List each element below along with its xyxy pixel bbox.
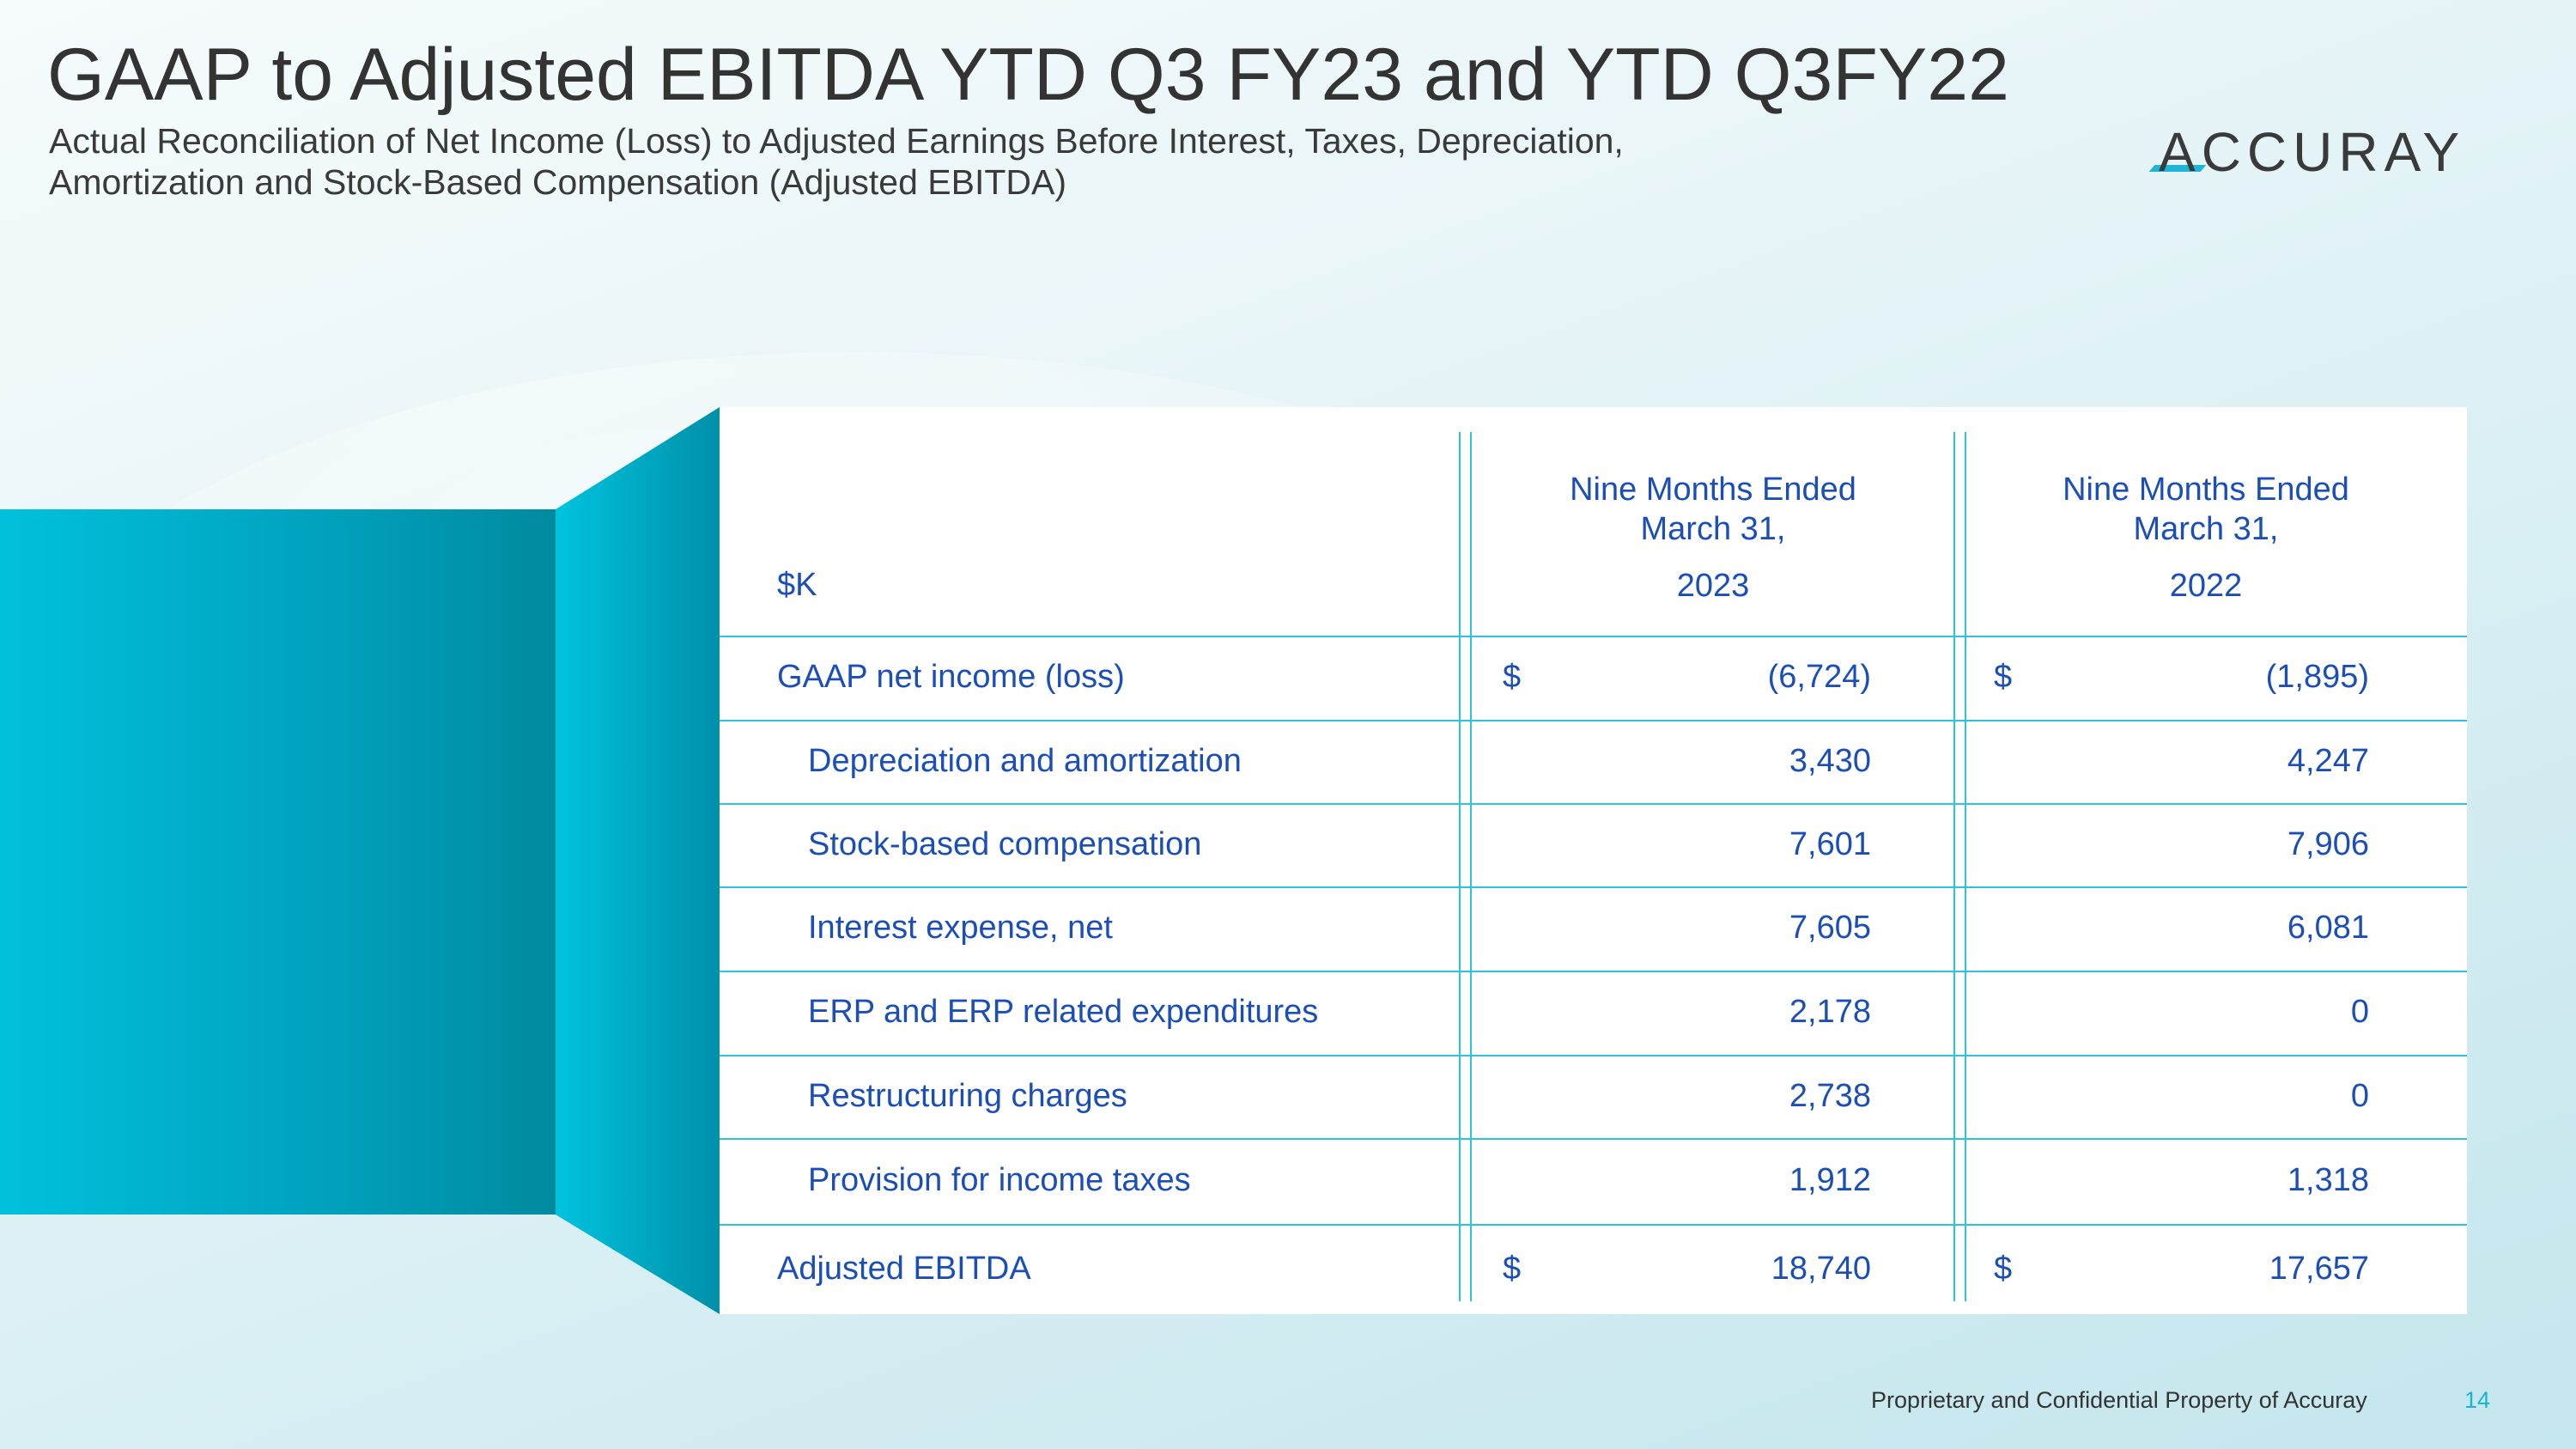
logo-text: ACCURAY [2159, 121, 2466, 183]
row-divider [720, 636, 2467, 637]
page-title: GAAP to Adjusted EBITDA YTD Q3 FY23 and … [47, 33, 2009, 116]
value-2023: 18,740 [1771, 1250, 1871, 1287]
value-2023: 2,178 [1789, 994, 1871, 1030]
value-2022: 7,906 [2287, 825, 2369, 862]
column-divider [1459, 432, 1461, 1301]
accuray-logo: ACCURAY [2148, 120, 2478, 183]
row-label: Adjusted EBITDA [777, 1250, 1031, 1287]
currency-symbol: $ [1503, 1250, 1522, 1287]
subtitle-line-1: Actual Reconciliation of Net Income (Los… [49, 121, 1624, 161]
column-divider [1965, 432, 1966, 1301]
reconciliation-table: $K Nine Months Ended March 31, 2023 Nine… [720, 407, 2467, 1314]
value-2022: (1,895) [2265, 659, 2369, 695]
row-divider [720, 886, 2467, 888]
row-divider [720, 720, 2467, 721]
page-number: 14 [2464, 1387, 2491, 1413]
currency-symbol: $ [1994, 1250, 2013, 1287]
header-year: 2022 [2169, 568, 2243, 604]
column-header-2023: Nine Months Ended March 31, 2023 [1490, 470, 1936, 606]
header-line: March 31, [2133, 511, 2279, 547]
row-label: Depreciation and amortization [808, 742, 1242, 779]
decorative-trapezoid [556, 407, 720, 1314]
row-label: Restructuring charges [808, 1077, 1127, 1114]
currency-symbol: $ [1503, 659, 1522, 695]
row-divider [720, 803, 2467, 805]
subtitle-line-2: Amortization and Stock-Based Compensatio… [49, 162, 1066, 202]
row-divider [720, 971, 2467, 972]
value-2022: 0 [2350, 1077, 2369, 1114]
column-divider [1470, 432, 1472, 1301]
value-2022: 0 [2350, 994, 2369, 1030]
value-2022: 17,657 [2269, 1250, 2369, 1287]
column-divider [1953, 432, 1955, 1301]
value-2022: 1,318 [2287, 1162, 2369, 1198]
value-2023: 3,430 [1789, 742, 1871, 779]
currency-symbol: $ [1994, 659, 2013, 695]
row-divider [720, 1138, 2467, 1140]
value-2023: 1,912 [1789, 1162, 1871, 1198]
row-divider [720, 1055, 2467, 1056]
row-label: Stock-based compensation [808, 825, 1202, 862]
page-subtitle: Actual Reconciliation of Net Income (Los… [49, 120, 2024, 203]
row-label: Provision for income taxes [808, 1162, 1191, 1198]
row-label: Interest expense, net [808, 910, 1113, 946]
value-2022: 4,247 [2287, 742, 2369, 779]
row-divider [720, 1224, 2467, 1226]
header-line: Nine Months Ended [1570, 472, 1856, 508]
value-2023: 2,738 [1789, 1077, 1871, 1114]
decorative-teal-block [0, 509, 556, 1215]
value-2023: 7,601 [1789, 825, 1871, 862]
value-2023: 7,605 [1789, 910, 1871, 946]
value-2023: (6,724) [1767, 659, 1871, 695]
column-header-2022: Nine Months Ended March 31, 2022 [1983, 470, 2429, 606]
row-label: GAAP net income (loss) [777, 659, 1125, 695]
header-year: 2023 [1676, 568, 1750, 604]
footer-confidentiality: Proprietary and Confidential Property of… [1871, 1387, 2367, 1413]
row-label: ERP and ERP related expenditures [808, 994, 1319, 1030]
value-2022: 6,081 [2287, 910, 2369, 946]
unit-label: $K [777, 567, 817, 603]
header-line: Nine Months Ended [2063, 472, 2349, 508]
header-line: March 31, [1640, 511, 1786, 547]
